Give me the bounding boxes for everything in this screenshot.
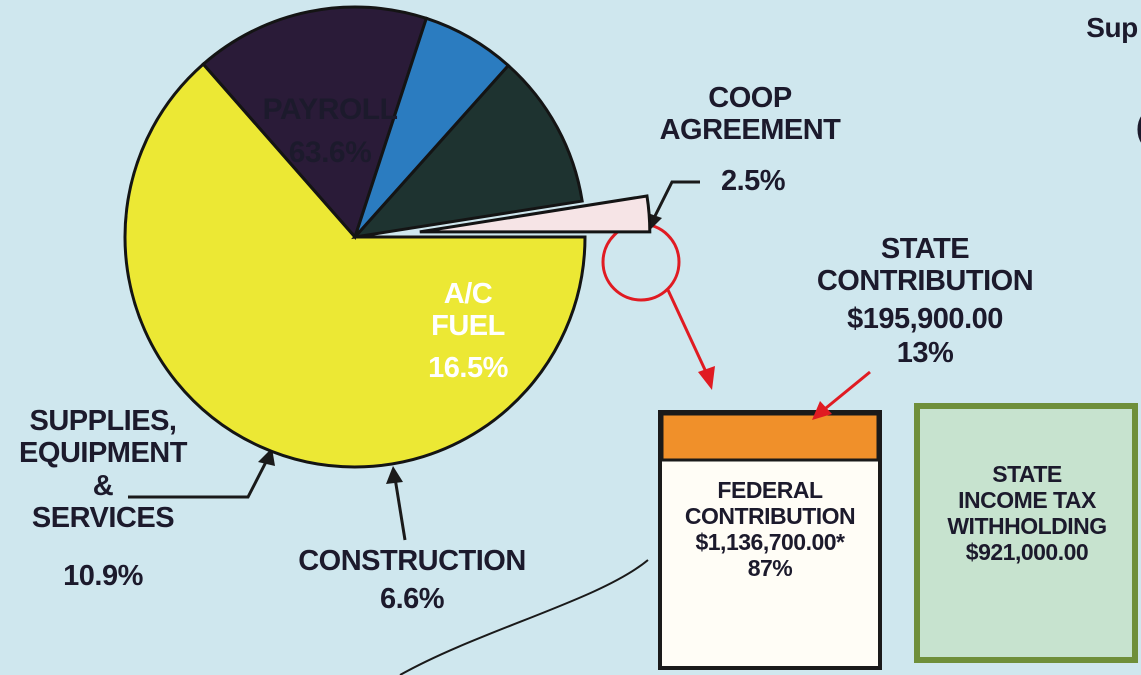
state-amount: $195,900.00 — [847, 303, 1003, 335]
state-label: STATE CONTRIBUTION — [816, 233, 1034, 298]
slice-value: 63.6% — [288, 136, 372, 169]
pie-slice — [351, 63, 584, 240]
red-arrow — [825, 370, 871, 410]
red-arrow-head — [698, 366, 715, 390]
slice-label: COOP AGREEMENT — [659, 82, 841, 147]
state-strip — [660, 412, 880, 462]
income-tax-box — [914, 403, 1138, 663]
federal-amount: $1,136,700.00* — [695, 529, 845, 555]
slice-value: 10.9% — [63, 560, 143, 592]
pointer-head — [386, 466, 403, 484]
slice-value: 16.5% — [428, 352, 508, 384]
state-share: 13% — [896, 337, 954, 369]
slice-value: 6.6% — [379, 583, 445, 615]
red-arrow-head — [812, 401, 832, 420]
connector-line — [399, 559, 649, 675]
heading: Sup — [1086, 12, 1138, 43]
pointer-line — [393, 477, 407, 541]
slice-label: SUPPLIES, EQUIPMENT & SERVICES — [19, 405, 187, 535]
pie-slice — [201, 5, 429, 240]
slice-value: 2.5% — [720, 165, 786, 197]
income-tax-amount: $921,000.00 — [965, 539, 1089, 565]
highlight-circle — [601, 222, 681, 302]
federal-label: FEDERAL CONTRIBUTION — [684, 477, 856, 529]
pie-slice — [419, 194, 652, 234]
pointer-line — [650, 180, 700, 223]
slice-label: A/C FUEL — [431, 278, 505, 343]
income-tax-label: STATE INCOME TAX WITHHOLDING — [947, 461, 1107, 539]
pointer-line — [128, 457, 270, 499]
red-arrow — [666, 289, 708, 373]
pie-slice — [123, 62, 587, 469]
pie — [123, 5, 652, 469]
heading-fragment: ( — [1136, 109, 1141, 146]
slice-label: CONSTRUCTION — [298, 545, 526, 577]
slice-label: PAYROLL — [262, 93, 398, 126]
federal-share: 87% — [747, 555, 793, 581]
